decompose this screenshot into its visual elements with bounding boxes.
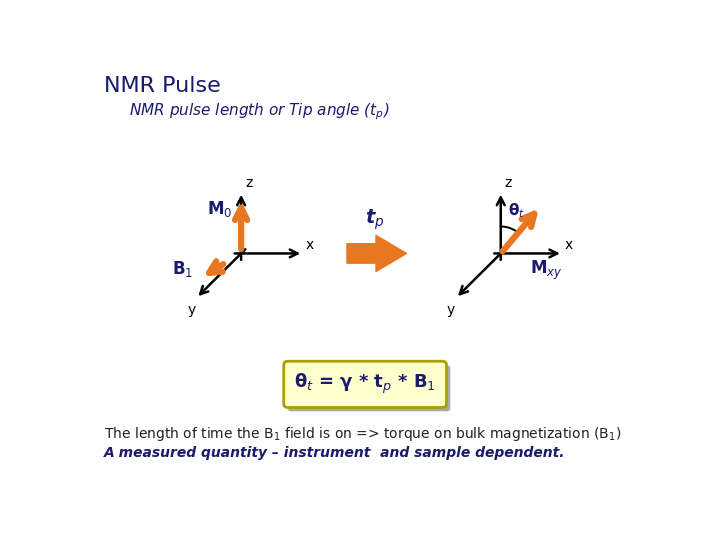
Text: x: x — [565, 238, 573, 252]
Text: y: y — [187, 303, 196, 317]
Text: M$_0$: M$_0$ — [207, 199, 232, 219]
Text: z: z — [505, 176, 512, 190]
FancyBboxPatch shape — [284, 361, 446, 408]
Text: A measured quantity – instrument  and sample dependent.: A measured quantity – instrument and sam… — [104, 446, 565, 460]
Text: B$_1$: B$_1$ — [171, 259, 193, 279]
Text: NMR Pulse: NMR Pulse — [104, 76, 221, 96]
Text: NMR pulse length or Tip angle (t$_p$): NMR pulse length or Tip angle (t$_p$) — [129, 102, 390, 123]
Text: θ$_t$ = γ * t$_p$ * B$_1$: θ$_t$ = γ * t$_p$ * B$_1$ — [294, 372, 436, 396]
Text: x: x — [305, 238, 314, 252]
Text: z: z — [245, 176, 253, 190]
Text: θ$_t$: θ$_t$ — [508, 202, 526, 220]
Text: t$_p$: t$_p$ — [366, 207, 385, 232]
Text: y: y — [447, 303, 455, 317]
FancyBboxPatch shape — [287, 365, 451, 411]
Text: M$_{xy}$: M$_{xy}$ — [530, 259, 563, 282]
Text: The length of time the B$_1$ field is on => torque on bulk magnetization (B$_1$): The length of time the B$_1$ field is on… — [104, 425, 621, 443]
FancyArrowPatch shape — [347, 235, 407, 272]
